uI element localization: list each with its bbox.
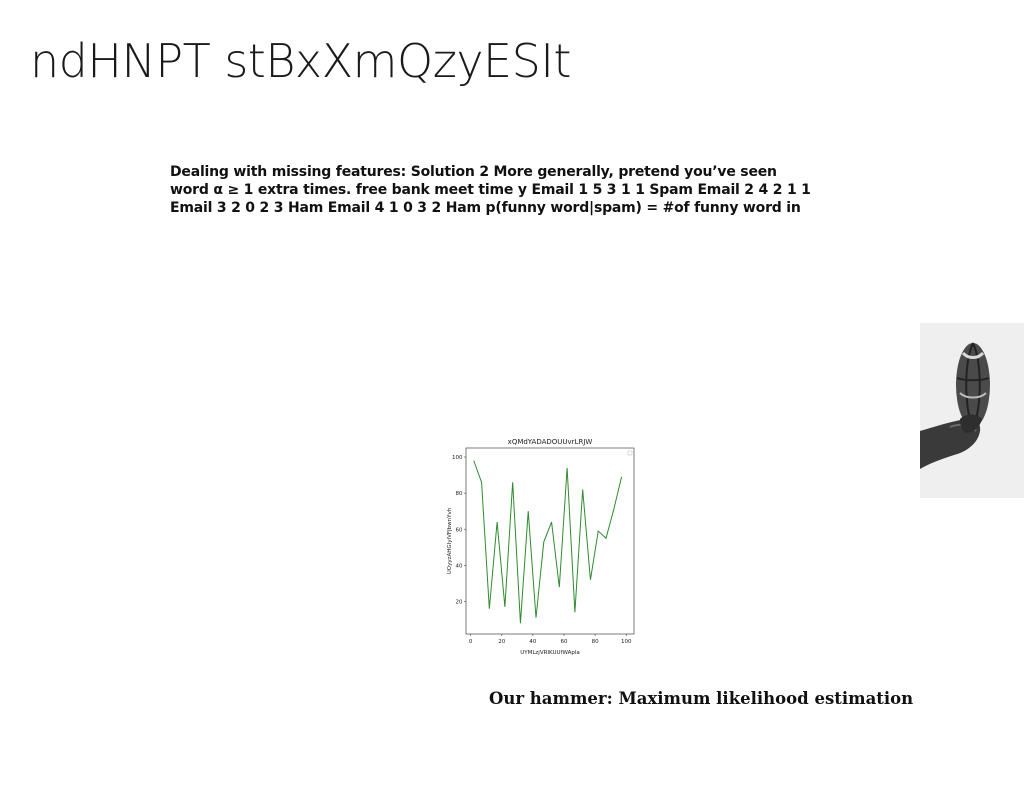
- y-tick-label-4: 100: [452, 455, 463, 461]
- basketball-hand-icon: [920, 323, 1024, 498]
- x-tick-label-5: 100: [621, 639, 632, 645]
- legend-box: [627, 450, 633, 456]
- y-tick-label-3: 80: [456, 491, 463, 497]
- chart-title: xQMdYADADOUUvrLRJW: [508, 438, 593, 446]
- x-tick-label-4: 80: [592, 639, 599, 645]
- x-tick-label-2: 40: [529, 639, 536, 645]
- y-axis-label: UOyyzAHGIyiVFJbwnYvh: [447, 507, 453, 574]
- y-tick-label-2: 60: [456, 527, 463, 533]
- plot-frame: [465, 447, 635, 635]
- x-axis-label: UYMLzjVRIKUUfWApla: [520, 650, 580, 656]
- x-axis-ticks: 0 20 40 60 80 100: [469, 634, 632, 645]
- x-tick-label-1: 20: [498, 639, 505, 645]
- slide-title: ndHNPT stBxXmQzyESIt: [30, 34, 571, 88]
- slide-body-text: Dealing with missing features: Solution …: [170, 164, 811, 216]
- line-chart: xQMdYADADOUUvrLRJW 20 40 60 80 100 0 20 40 60 80…: [447, 438, 635, 656]
- x-tick-label-0: 0: [469, 639, 473, 645]
- x-tick-label-3: 60: [561, 639, 568, 645]
- slide-caption: Our hammer: Maximum likelihood estimatio…: [489, 689, 914, 708]
- basketball-photo: [920, 323, 1024, 498]
- series-line: [473, 460, 623, 624]
- y-tick-label-0: 20: [456, 599, 463, 605]
- y-axis-ticks: 20 40 60 80 100: [452, 455, 466, 605]
- y-tick-label-1: 40: [456, 563, 463, 569]
